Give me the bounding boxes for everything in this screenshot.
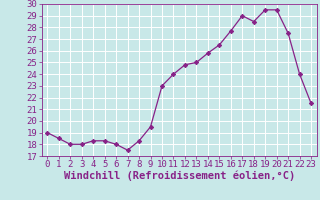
X-axis label: Windchill (Refroidissement éolien,°C): Windchill (Refroidissement éolien,°C) <box>64 171 295 181</box>
